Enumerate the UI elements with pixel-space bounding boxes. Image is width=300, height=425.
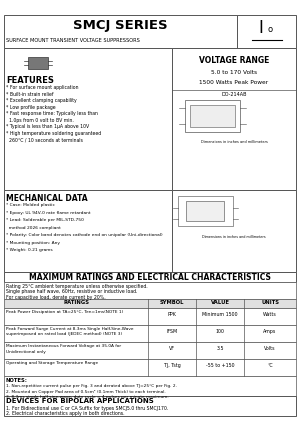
Text: MAXIMUM RATINGS AND ELECTRICAL CHARACTERISTICS: MAXIMUM RATINGS AND ELECTRICAL CHARACTER… xyxy=(29,274,271,283)
Text: * Lead: Solderable per MIL-STD-750: * Lead: Solderable per MIL-STD-750 xyxy=(6,218,84,222)
Text: Single phase half wave, 60Hz, resistive or inductive load.: Single phase half wave, 60Hz, resistive … xyxy=(6,289,137,295)
Text: method 2026 compliant: method 2026 compliant xyxy=(6,226,61,230)
Text: For capacitive load, derate current by 20%.: For capacitive load, derate current by 2… xyxy=(6,295,106,300)
Bar xyxy=(4,376,296,396)
Text: o: o xyxy=(268,25,273,34)
Text: -55 to +150: -55 to +150 xyxy=(206,363,234,368)
Text: 2. Electrical characteristics apply in both directions.: 2. Electrical characteristics apply in b… xyxy=(6,411,124,416)
Bar xyxy=(4,308,296,325)
Bar xyxy=(4,48,172,190)
Bar xyxy=(185,100,240,132)
Text: * For surface mount application: * For surface mount application xyxy=(6,85,79,90)
Bar xyxy=(4,359,296,376)
Bar xyxy=(4,15,237,48)
Bar xyxy=(4,190,172,272)
Text: SYMBOL: SYMBOL xyxy=(160,300,184,306)
Text: DO-214AB: DO-214AB xyxy=(221,92,247,97)
Bar xyxy=(186,201,224,221)
Bar xyxy=(4,342,296,359)
Text: 3.5: 3.5 xyxy=(216,346,224,351)
Bar xyxy=(4,272,296,282)
Text: Operating and Storage Temperature Range: Operating and Storage Temperature Range xyxy=(6,361,98,365)
Text: * Fast response time: Typically less than: * Fast response time: Typically less tha… xyxy=(6,111,98,116)
Text: * Mounting position: Any: * Mounting position: Any xyxy=(6,241,60,244)
Text: UNITS: UNITS xyxy=(261,300,279,306)
Bar xyxy=(28,57,48,69)
Text: 3. 8.3ms single half sine-wave, duty cycle = 4 pulses per minute maximum.: 3. 8.3ms single half sine-wave, duty cyc… xyxy=(6,395,169,399)
Text: 2. Mounted on Copper Pad area of 0.5cm² (0.1mm Thick) to each terminal.: 2. Mounted on Copper Pad area of 0.5cm² … xyxy=(6,389,166,394)
Bar xyxy=(172,48,296,190)
Bar xyxy=(237,15,296,48)
Text: 1. For Bidirectional use C or CA Suffix for types SMCJ5.0 thru SMCJ170.: 1. For Bidirectional use C or CA Suffix … xyxy=(6,406,168,411)
Text: SMCJ SERIES: SMCJ SERIES xyxy=(73,19,167,32)
Bar xyxy=(172,190,296,272)
Text: * Case: Molded plastic: * Case: Molded plastic xyxy=(6,203,55,207)
Text: TJ, Tstg: TJ, Tstg xyxy=(164,363,180,368)
Text: Watts: Watts xyxy=(263,312,277,317)
Text: Maximum Instantaneous Forward Voltage at 35.0A for: Maximum Instantaneous Forward Voltage at… xyxy=(6,344,121,348)
Text: Dimensions in inches and millimeters: Dimensions in inches and millimeters xyxy=(202,235,266,239)
Bar xyxy=(4,299,296,308)
Text: * Excellent clamping capability: * Excellent clamping capability xyxy=(6,98,77,103)
Bar xyxy=(190,105,235,127)
Text: PPK: PPK xyxy=(168,312,176,317)
Text: MECHANICAL DATA: MECHANICAL DATA xyxy=(6,194,88,203)
Text: 100: 100 xyxy=(215,329,224,334)
Text: FEATURES: FEATURES xyxy=(6,76,54,85)
Text: * Low profile package: * Low profile package xyxy=(6,105,56,110)
Text: * Typical is less than 1μA above 10V: * Typical is less than 1μA above 10V xyxy=(6,124,89,129)
Text: superimposed on rated load (JEDEC method) (NOTE 3): superimposed on rated load (JEDEC method… xyxy=(6,332,122,337)
Text: Peak Forward Surge Current at 8.3ms Single Half-Sine-Wave: Peak Forward Surge Current at 8.3ms Sing… xyxy=(6,327,134,331)
Bar xyxy=(4,325,296,342)
Text: Dimensions in inches and millimeters: Dimensions in inches and millimeters xyxy=(201,140,267,144)
Text: NOTES:: NOTES: xyxy=(6,378,28,383)
Text: DEVICES FOR BIPOLAR APPLICATIONS: DEVICES FOR BIPOLAR APPLICATIONS xyxy=(6,398,154,404)
Text: VF: VF xyxy=(169,346,175,351)
Text: Minimum 1500: Minimum 1500 xyxy=(202,312,238,317)
Text: Amps: Amps xyxy=(263,329,277,334)
Text: VALUE: VALUE xyxy=(211,300,230,306)
Text: 1. Non-repetitive current pulse per Fig. 3 and derated above TJ=25°C per Fig. 2.: 1. Non-repetitive current pulse per Fig.… xyxy=(6,384,177,388)
Text: RATINGS: RATINGS xyxy=(63,300,89,306)
Text: 260°C / 10 seconds at terminals: 260°C / 10 seconds at terminals xyxy=(6,137,83,142)
Text: VOLTAGE RANGE: VOLTAGE RANGE xyxy=(199,56,269,65)
Text: Unidirectional only: Unidirectional only xyxy=(6,349,46,354)
Text: 1.0ps from 0 volt to BV min.: 1.0ps from 0 volt to BV min. xyxy=(6,117,74,122)
Text: 5.0 to 170 Volts: 5.0 to 170 Volts xyxy=(211,70,257,75)
Text: IFSM: IFSM xyxy=(167,329,178,334)
Text: Volts: Volts xyxy=(264,346,276,351)
Text: * Polarity: Color band denotes cathode end on unipolar (Uni-directional): * Polarity: Color band denotes cathode e… xyxy=(6,233,163,237)
Bar xyxy=(4,282,296,299)
Text: * Weight: 0.21 grams: * Weight: 0.21 grams xyxy=(6,248,52,252)
Text: °C: °C xyxy=(267,363,273,368)
Text: * Epoxy: UL 94V-0 rate flame retardant: * Epoxy: UL 94V-0 rate flame retardant xyxy=(6,210,91,215)
Text: Peak Power Dissipation at TA=25°C, Ten=1ms(NOTE 1): Peak Power Dissipation at TA=25°C, Ten=1… xyxy=(6,310,123,314)
Text: I: I xyxy=(258,19,263,37)
Bar xyxy=(4,396,296,416)
Text: * Built-in strain relief: * Built-in strain relief xyxy=(6,91,53,96)
Text: 1500 Watts Peak Power: 1500 Watts Peak Power xyxy=(200,80,268,85)
Text: SURFACE MOUNT TRANSIENT VOLTAGE SUPPRESSORS: SURFACE MOUNT TRANSIENT VOLTAGE SUPPRESS… xyxy=(6,38,140,43)
Bar xyxy=(178,196,233,226)
Text: Rating 25°C ambient temperature unless otherwise specified.: Rating 25°C ambient temperature unless o… xyxy=(6,284,148,289)
Text: * High temperature soldering guaranteed: * High temperature soldering guaranteed xyxy=(6,130,101,136)
